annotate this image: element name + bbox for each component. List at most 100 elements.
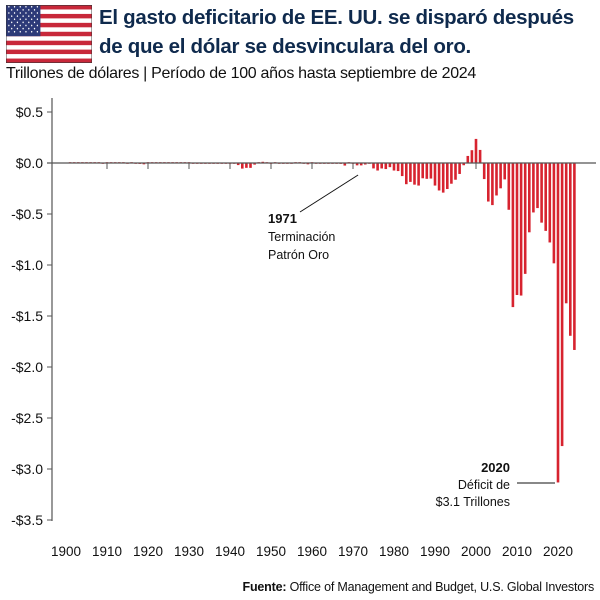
flag-stripe <box>6 31 92 37</box>
flag-star <box>11 15 13 18</box>
bar-1999 <box>470 150 474 163</box>
flag-star <box>8 18 10 21</box>
flag-star <box>36 30 39 33</box>
bar-2008 <box>507 163 511 210</box>
bar-1992 <box>441 163 445 193</box>
bar-1984 <box>409 163 412 182</box>
flag-star <box>19 12 21 14</box>
source-text: Office of Management and Budget, U.S. Gl… <box>286 580 595 594</box>
flag-star <box>33 21 36 24</box>
x-tick-label: 1900 <box>51 544 81 559</box>
flag-star <box>25 18 27 21</box>
flag-stripe <box>6 22 92 28</box>
y-axis: $0.5 $0.0 -$0.5 -$1.0 -$1.5 -$2.0 -$2.5 -$3.0 -$… <box>11 98 53 528</box>
bar-1989 <box>429 163 433 179</box>
bar-1943 <box>241 163 244 169</box>
flag-star <box>30 24 33 27</box>
flag-star <box>16 21 19 24</box>
flag-star <box>30 5 33 8</box>
bar-2001 <box>478 149 482 163</box>
bar-2023 <box>569 163 572 336</box>
bar-2018 <box>548 163 552 243</box>
bar-1982 <box>400 163 404 177</box>
flag-star <box>13 30 16 33</box>
source-label: Fuente: <box>242 580 287 594</box>
chart-subtitle: Trillones de dólares | Período de 100 añ… <box>6 65 477 82</box>
bars-group <box>68 138 576 483</box>
bar-1988 <box>425 163 429 179</box>
bar-1978 <box>384 163 388 170</box>
flag-star <box>22 15 24 18</box>
bar-1979 <box>388 163 392 168</box>
annotation-2020-year: 2020 <box>481 460 510 475</box>
bar-2010 <box>515 163 519 295</box>
chart-title: El gasto deficitario de EE. UU. se dispa… <box>99 3 599 61</box>
bar-1968 <box>343 163 347 166</box>
bar-2005 <box>495 163 498 196</box>
flag-star <box>36 24 39 27</box>
flag-star <box>13 24 16 27</box>
annotation-2020-text: Déficit de <box>458 478 510 492</box>
flag-star <box>28 9 30 11</box>
flag-star <box>22 21 24 24</box>
flag-star <box>30 18 33 21</box>
flag-star <box>13 12 16 14</box>
flag-star <box>33 15 36 18</box>
bar-2019 <box>552 163 556 264</box>
flag-star <box>28 15 30 18</box>
bar-1959 <box>306 163 310 165</box>
bar-2021 <box>560 163 564 447</box>
bar-1945 <box>249 163 252 168</box>
flag-star <box>30 12 33 14</box>
source-note: Fuente: Office of Management and Budget,… <box>242 580 595 594</box>
bar-1993 <box>446 163 449 190</box>
bar-2009 <box>511 163 515 308</box>
x-tick-label: 1960 <box>297 544 327 559</box>
bar-1991 <box>437 163 441 191</box>
flag-star <box>11 21 13 24</box>
flag-star <box>36 5 39 8</box>
bar-1973 <box>364 163 367 165</box>
bar-1987 <box>421 163 424 179</box>
y-tick-label: $0.5 <box>16 104 43 120</box>
bar-1986 <box>417 163 420 186</box>
flag-stripe <box>6 40 92 46</box>
flag-star <box>19 18 21 21</box>
bar-1944 <box>245 163 248 168</box>
y-tick-label: -$0.5 <box>11 206 43 222</box>
y-tick-label: -$1.0 <box>11 257 43 273</box>
bar-2022 <box>564 163 568 304</box>
flag-star <box>13 5 16 8</box>
flag-star <box>11 9 13 11</box>
flag-star <box>19 24 21 27</box>
flag-star <box>16 9 19 11</box>
x-tick-label: 1950 <box>256 544 286 559</box>
bar-1998 <box>466 155 470 163</box>
annotation-1971-year: 1971 <box>268 211 297 226</box>
bar-2013 <box>528 163 531 233</box>
x-tick-label: 1970 <box>338 544 368 559</box>
bar-1996 <box>458 163 461 174</box>
flag-star <box>16 15 19 18</box>
x-tick-label: 1940 <box>215 544 245 559</box>
flag-stripe <box>6 49 92 55</box>
bar-1983 <box>405 163 408 185</box>
bar-1972 <box>359 163 363 166</box>
flag-star <box>25 24 27 27</box>
flag-star <box>33 27 36 30</box>
bar-2016 <box>540 163 543 223</box>
bar-1997 <box>462 163 465 166</box>
bar-1995 <box>454 163 457 180</box>
bar-1977 <box>380 163 383 169</box>
x-axis: 1900 1910 1920 1930 1940 1950 1960 1970 1980 1990… <box>51 163 573 559</box>
x-tick-label: 2000 <box>461 544 491 559</box>
bar-2014 <box>532 163 535 213</box>
x-tick-label: 1980 <box>379 544 409 559</box>
bar-2002 <box>482 163 486 180</box>
bar-2024 <box>573 163 576 350</box>
bar-2000 <box>474 138 478 163</box>
flag-star <box>33 9 36 11</box>
chart-title-line-1: El gasto deficitario de EE. UU. se dispa… <box>99 6 574 29</box>
bar-1942 <box>236 163 240 166</box>
